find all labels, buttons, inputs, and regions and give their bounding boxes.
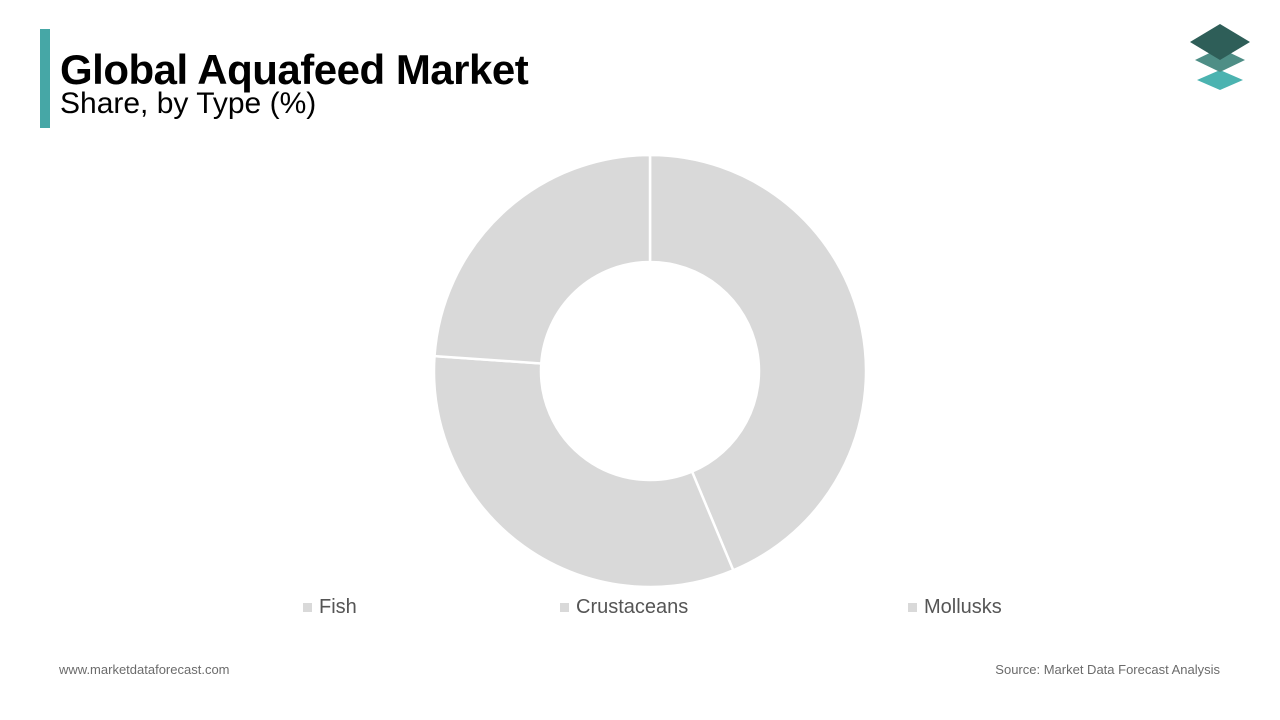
- legend-swatch: [560, 602, 569, 612]
- legend-label: Fish: [319, 595, 357, 618]
- logo-layer-bottom: [1197, 70, 1243, 90]
- accent-bar: [40, 29, 50, 128]
- legend-label: Mollusks: [924, 595, 1002, 618]
- logo-icon: [1190, 24, 1250, 90]
- legend-label: Crustaceans: [576, 595, 689, 618]
- legend-item-mollusks: Mollusks: [908, 594, 1002, 620]
- source-note: Source: Market Data Forecast Analysis: [995, 662, 1220, 677]
- logo-layer-top: [1190, 24, 1250, 60]
- legend-swatch: [303, 602, 312, 612]
- website-link[interactable]: www.marketdataforecast.com: [59, 662, 230, 677]
- donut-slice-mollusks[interactable]: [433, 153, 652, 365]
- page-subtitle: Share, by Type (%): [60, 87, 317, 120]
- page-title: Global Aquafeed Market: [60, 46, 529, 93]
- legend-item-crustaceans: Crustaceans: [560, 594, 688, 620]
- donut-slice-fish[interactable]: [648, 153, 868, 572]
- legend-item-fish: Fish: [303, 594, 357, 620]
- legend-swatch: [908, 602, 917, 612]
- donut-slice-crustaceans[interactable]: [432, 354, 735, 589]
